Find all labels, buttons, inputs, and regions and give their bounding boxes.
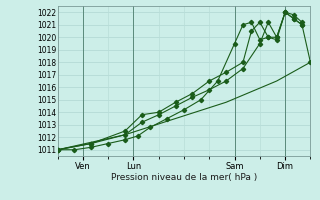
X-axis label: Pression niveau de la mer( hPa ): Pression niveau de la mer( hPa ): [111, 173, 257, 182]
